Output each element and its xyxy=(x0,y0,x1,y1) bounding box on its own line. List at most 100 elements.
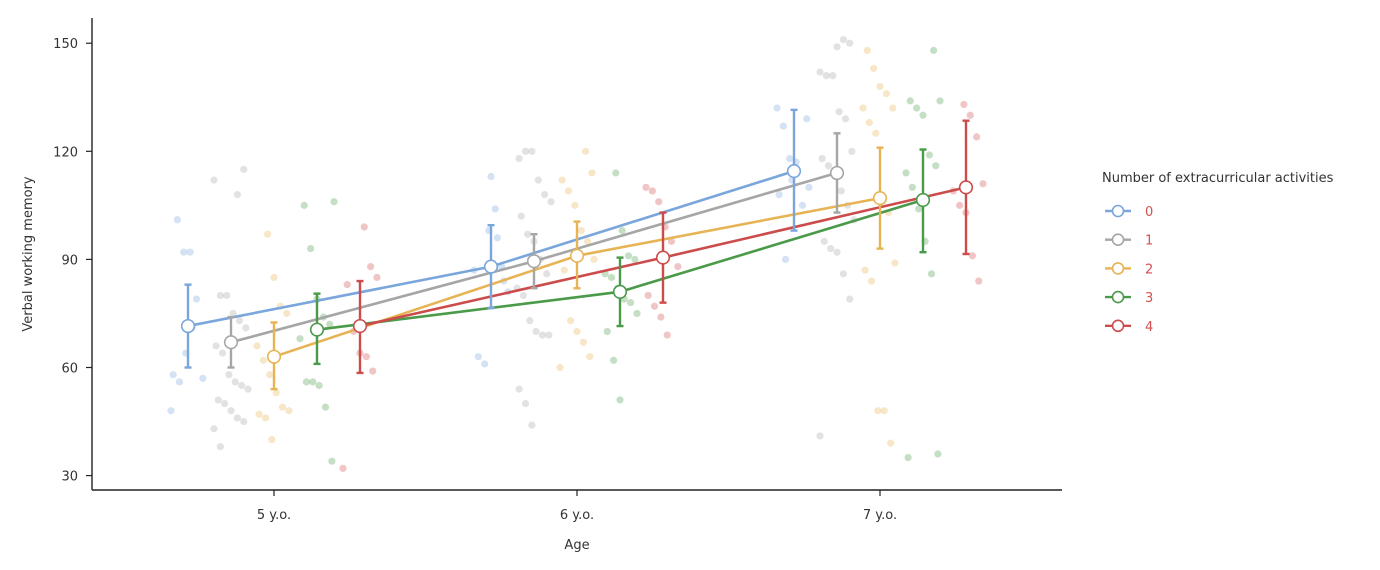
data-point xyxy=(833,248,841,256)
data-point xyxy=(259,356,267,364)
data-point xyxy=(214,396,222,404)
data-point xyxy=(264,230,272,238)
mean-marker xyxy=(526,254,542,269)
data-point xyxy=(848,147,856,155)
data-point xyxy=(960,100,968,109)
mean-marker xyxy=(180,318,196,334)
y-tick-label: 120 xyxy=(53,145,78,160)
data-point xyxy=(872,129,880,137)
legend-key-marker xyxy=(1111,290,1125,304)
data-point xyxy=(493,234,501,242)
data-point xyxy=(326,320,334,328)
data-point xyxy=(904,453,912,462)
data-point xyxy=(227,407,235,415)
data-point xyxy=(829,72,837,80)
data-point xyxy=(880,407,888,415)
data-point xyxy=(528,421,536,429)
data-point xyxy=(373,273,381,282)
data-point xyxy=(887,439,895,447)
data-point xyxy=(966,111,974,119)
data-point xyxy=(235,317,244,325)
data-point xyxy=(932,162,940,170)
data-point xyxy=(526,317,534,325)
data-point xyxy=(547,198,555,206)
mean-marker xyxy=(223,335,239,350)
data-point xyxy=(610,356,618,364)
data-point xyxy=(362,353,370,361)
data-point xyxy=(779,122,787,130)
data-point xyxy=(607,273,616,282)
data-point xyxy=(934,450,942,458)
data-point xyxy=(674,263,682,271)
data-point xyxy=(216,291,224,300)
mean-markers-layer xyxy=(180,164,974,364)
data-point xyxy=(268,435,276,444)
data-point xyxy=(833,43,841,51)
mean-marker xyxy=(872,191,888,206)
data-point xyxy=(803,115,811,123)
data-point xyxy=(339,464,347,472)
data-point xyxy=(541,190,549,199)
data-point xyxy=(173,216,181,224)
data-point xyxy=(229,309,237,318)
data-point xyxy=(272,389,280,397)
data-point xyxy=(233,190,241,199)
data-point xyxy=(805,183,813,191)
data-point xyxy=(491,205,499,213)
legend-label: 1 xyxy=(1145,234,1153,249)
data-point xyxy=(558,176,566,184)
data-point xyxy=(925,151,933,159)
legend-item-0: 0 xyxy=(1105,204,1153,220)
data-point xyxy=(519,291,527,300)
data-point xyxy=(240,165,248,173)
data-point xyxy=(876,82,884,91)
data-point xyxy=(532,327,540,336)
data-point xyxy=(908,183,916,191)
mean-marker xyxy=(958,180,974,195)
data-point xyxy=(218,349,227,357)
data-point xyxy=(889,104,897,112)
y-tick-label: 60 xyxy=(61,361,78,376)
data-point xyxy=(244,385,252,393)
data-point xyxy=(816,432,824,440)
mean-marker xyxy=(483,259,499,274)
mean-marker xyxy=(352,318,368,334)
data-point xyxy=(521,147,530,155)
mean-marker xyxy=(612,284,628,299)
data-point xyxy=(285,407,293,415)
data-point xyxy=(902,169,910,177)
data-point xyxy=(233,414,241,422)
data-point xyxy=(867,277,876,285)
data-point xyxy=(837,187,845,195)
data-point xyxy=(240,417,248,426)
data-point xyxy=(846,295,854,303)
data-point xyxy=(633,309,641,318)
data-point xyxy=(538,331,547,339)
data-point xyxy=(846,39,854,47)
data-point xyxy=(919,111,927,119)
data-point xyxy=(167,407,175,415)
data-point xyxy=(216,443,224,451)
legend-label: 3 xyxy=(1145,291,1153,306)
data-point xyxy=(270,273,278,282)
data-point xyxy=(543,270,551,278)
data-point xyxy=(781,255,790,264)
data-point xyxy=(841,115,850,123)
data-point xyxy=(524,230,532,238)
mean-marker xyxy=(915,192,931,208)
legend-key-marker xyxy=(1111,233,1125,246)
legend-item-3: 3 xyxy=(1105,290,1153,306)
data-point xyxy=(474,353,482,361)
data-point xyxy=(255,410,263,418)
data-point xyxy=(210,176,218,184)
data-point xyxy=(577,226,585,235)
data-point xyxy=(581,147,590,155)
data-point xyxy=(560,266,568,274)
legend-title: Number of extracurricular activities xyxy=(1102,171,1334,186)
legend-item-2: 2 xyxy=(1105,262,1153,277)
data-point xyxy=(975,277,983,285)
data-point xyxy=(481,360,489,368)
data-point xyxy=(225,371,233,379)
data-point xyxy=(973,133,981,141)
